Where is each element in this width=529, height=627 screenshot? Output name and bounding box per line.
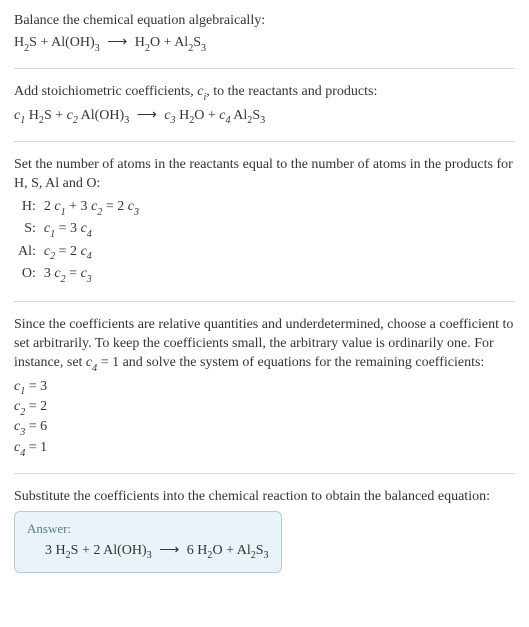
add-coeffs-text: Add stoichiometric coefficients, ci, to … [14, 83, 515, 103]
table-row: H: 2 c1 + 3 c2 = 2 c3 [14, 198, 143, 220]
element-label-al: Al: [14, 243, 40, 265]
table-row: S: c1 = 3 c4 [14, 220, 143, 242]
coeff-result-c2: c2 = 2 [14, 398, 515, 418]
equation-with-coeffs: c1 H2S + c2 Al(OH)3 ⟶ c3 H2O + c4 Al2S3 [14, 107, 515, 127]
species-h2o: H2O [135, 35, 160, 50]
element-eq-s: c1 = 3 c4 [40, 220, 143, 242]
element-eq-h: 2 c1 + 3 c2 = 2 c3 [40, 198, 143, 220]
solve-text: Since the coefficients are relative quan… [14, 316, 515, 374]
element-equations-table: H: 2 c1 + 3 c2 = 2 c3 S: c1 = 3 c4 Al: c… [14, 198, 143, 288]
element-label-h: H: [14, 198, 40, 220]
coeff-result-c4: c4 = 1 [14, 439, 515, 459]
equation-unbalanced: H2S + Al(OH)3 ⟶ H2O + Al2S3 [14, 34, 515, 54]
section-atom-balance: Set the number of atoms in the reactants… [14, 156, 515, 302]
species-h2s: H2S [14, 35, 37, 50]
coeff-result-c3: c3 = 6 [14, 418, 515, 438]
section-intro: Balance the chemical equation algebraica… [14, 12, 515, 69]
substitute-text: Substitute the coefficients into the che… [14, 488, 515, 507]
section-answer: Substitute the coefficients into the che… [14, 488, 515, 587]
table-row: O: 3 c2 = c3 [14, 265, 143, 287]
section-solve: Since the coefficients are relative quan… [14, 316, 515, 474]
intro-text: Balance the chemical equation algebraica… [14, 12, 515, 31]
section-add-coeffs: Add stoichiometric coefficients, ci, to … [14, 83, 515, 142]
answer-label: Answer: [27, 520, 269, 538]
reaction-arrow: ⟶ [103, 35, 131, 50]
coeff-result-c1: c1 = 3 [14, 378, 515, 398]
species-aloh3: Al(OH)3 [51, 35, 100, 50]
element-eq-al: c2 = 2 c4 [40, 243, 143, 265]
atom-balance-text: Set the number of atoms in the reactants… [14, 156, 515, 194]
element-label-s: S: [14, 220, 40, 242]
species-al2s3: Al2S3 [174, 35, 206, 50]
element-eq-o: 3 c2 = c3 [40, 265, 143, 287]
answer-box: Answer: 3 H2S + 2 Al(OH)3 ⟶ 6 H2O + Al2S… [14, 511, 282, 573]
table-row: Al: c2 = 2 c4 [14, 243, 143, 265]
element-label-o: O: [14, 265, 40, 287]
balanced-equation: 3 H2S + 2 Al(OH)3 ⟶ 6 H2O + Al2S3 [27, 542, 269, 562]
